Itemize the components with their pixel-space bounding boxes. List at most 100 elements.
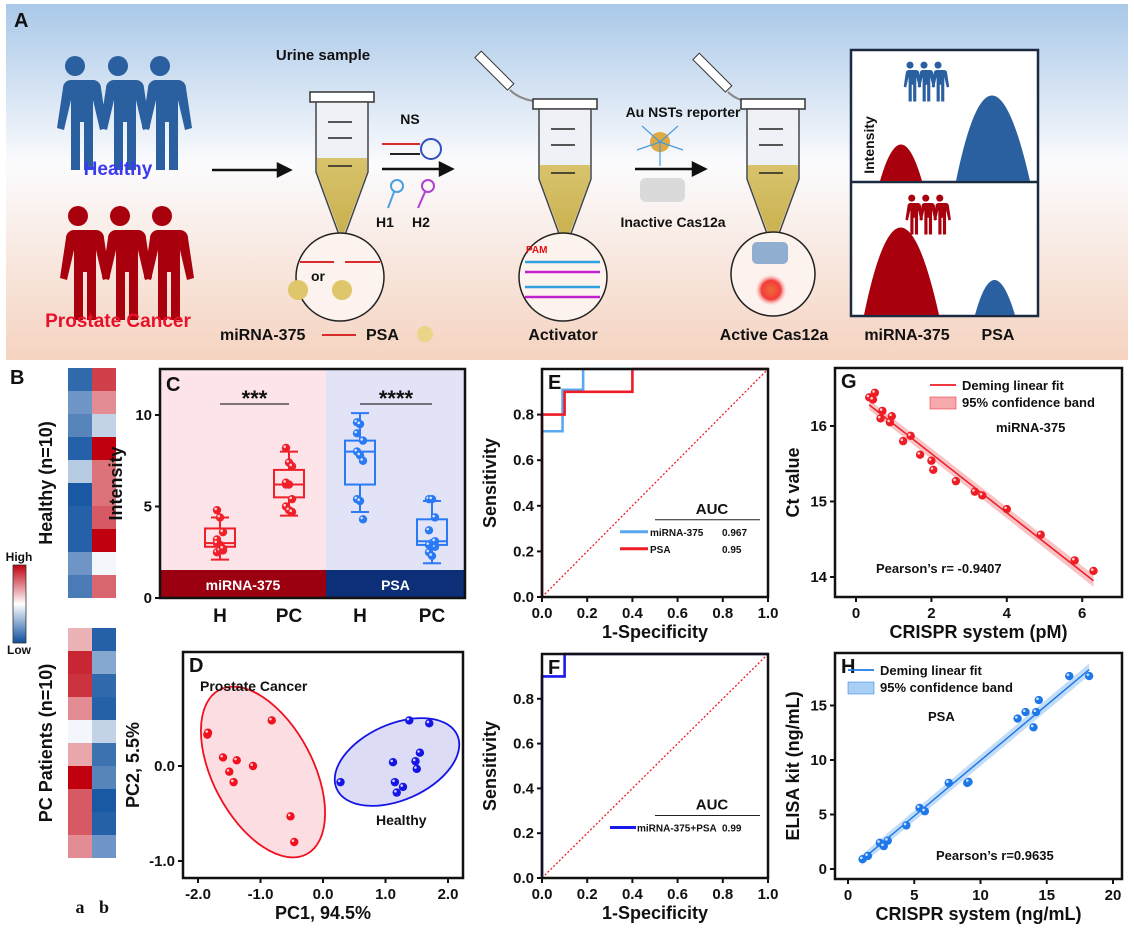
data-point: [355, 496, 365, 506]
heatmap-cell: [92, 651, 116, 674]
plot-frame: [158, 367, 467, 600]
data-point: [212, 505, 222, 515]
legend-series-name: miRNA-375: [650, 528, 704, 539]
data-point-highlight: [917, 452, 921, 455]
y-tick-label: 0.6: [513, 452, 534, 469]
heatmap-cell: [92, 674, 116, 697]
y-tick-label: 5: [144, 499, 152, 516]
data-point-highlight: [286, 459, 290, 463]
data-point-highlight: [900, 438, 904, 442]
x-axis-label: 1-Specificity: [602, 622, 708, 642]
data-point: [203, 728, 213, 737]
heatmap-cell: [68, 575, 92, 598]
panel-g-correlation: G 0 2 4 6 14 15 16 CRISPR system (pM) Ct value Dem…: [783, 366, 1124, 642]
y-tick-label: 0.8: [513, 691, 534, 708]
panel-label: F: [548, 657, 560, 679]
data-point-highlight: [231, 779, 234, 783]
healthy-group-label: Healthy (n=10): [36, 421, 56, 545]
data-point-highlight: [866, 394, 870, 398]
heatmap-cell: [68, 483, 92, 506]
data-point: [944, 778, 953, 788]
x-tick-label: 2: [927, 605, 935, 622]
data-point-highlight: [283, 445, 287, 448]
colorbar: [12, 564, 27, 644]
data-point: [281, 443, 291, 453]
data-point: [218, 753, 228, 762]
x-tick-label: 0.4: [622, 605, 644, 622]
x-category-label: PC: [419, 606, 446, 627]
data-point: [405, 716, 414, 725]
legend-title: AUC: [696, 797, 729, 814]
data-point: [430, 513, 440, 522]
data-point-highlight: [865, 853, 868, 856]
heatmap-cell: [68, 743, 92, 766]
data-point: [392, 788, 401, 797]
legend-band-label: 95% confidence band: [962, 395, 1095, 410]
x-tick-label: 10: [972, 887, 989, 904]
data-point-highlight: [1066, 673, 1070, 677]
psa-protein-icon: [288, 280, 308, 300]
data-point-highlight: [287, 813, 291, 817]
column-label-a: a: [76, 897, 85, 917]
data-point-highlight: [429, 553, 433, 556]
data-point: [229, 777, 238, 787]
heatmap-cell: [92, 506, 116, 529]
data-point: [1029, 723, 1038, 732]
reporter-label: Au NSTs reporter: [626, 104, 741, 120]
heatmap-cell: [68, 628, 92, 651]
legend-band-swatch: [847, 681, 875, 695]
series-label-healthy: Healthy: [376, 812, 427, 828]
data-point-highlight: [979, 492, 983, 496]
h2-label: H2: [412, 214, 430, 230]
x-tick-label: 0.8: [712, 605, 733, 622]
heatmap-cell: [92, 529, 116, 552]
inactive-cas12a-icon: [640, 178, 685, 202]
panel-label: G: [841, 371, 857, 393]
data-point-highlight: [354, 419, 358, 423]
data-point: [1036, 530, 1045, 539]
hairpin-h1-h2-icon: [387, 179, 435, 209]
analyte-label: PSA: [928, 709, 955, 724]
data-point-highlight: [426, 542, 430, 545]
x-tick-label: 0.8: [712, 886, 733, 903]
or-label: or: [311, 268, 326, 284]
data-point-highlight: [217, 514, 220, 518]
psa-protein-icon: [417, 326, 433, 342]
data-point: [1031, 707, 1041, 717]
x-tick-label: 0.0: [532, 605, 553, 622]
heatmap-cell: [92, 414, 116, 437]
y-tick-label: 14: [810, 569, 827, 586]
data-point-highlight: [889, 413, 892, 417]
data-point-highlight: [360, 438, 364, 441]
data-point: [970, 487, 979, 496]
data-point-highlight: [1022, 709, 1026, 713]
y-tick-label: 0.4: [513, 498, 535, 515]
data-point-highlight: [953, 478, 956, 482]
data-point: [286, 812, 295, 821]
data-point-highlight: [432, 514, 436, 518]
panel-b-heatmap: B High Low Healthy (n=10) PC Patients (n…: [6, 367, 116, 917]
heatmap-cell: [68, 552, 92, 575]
legend-fit-label: Deming linear fit: [962, 378, 1065, 393]
data-point-highlight: [1033, 709, 1037, 713]
data-point: [248, 761, 258, 771]
heatmap-cell: [68, 651, 92, 674]
data-point-highlight: [406, 717, 410, 721]
data-point-highlight: [337, 779, 341, 783]
data-point-highlight: [429, 496, 433, 500]
legend-fit-label: Deming linear fit: [880, 663, 983, 678]
data-point-highlight: [360, 458, 364, 461]
data-point-highlight: [354, 496, 358, 500]
heatmap-cell: [68, 720, 92, 743]
deming-fit-line: [860, 668, 1090, 861]
ns-label: NS: [400, 111, 419, 127]
data-point-highlight: [412, 758, 416, 762]
y-axis-label: Ct value: [783, 447, 803, 517]
data-point: [232, 756, 241, 765]
x-tick-label: 4: [1003, 605, 1012, 622]
data-point-highlight: [214, 536, 217, 540]
data-point: [390, 777, 400, 787]
data-point-highlight: [972, 489, 975, 492]
y-axis-label: Sensitivity: [480, 438, 500, 528]
data-point-highlight: [394, 790, 397, 793]
